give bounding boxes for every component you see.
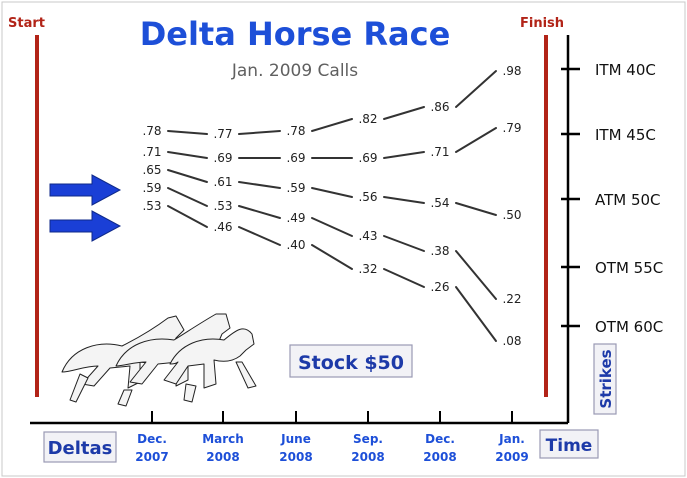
strike-label: ITM 45C xyxy=(595,126,656,144)
start-bar xyxy=(35,35,39,397)
deltas-box xyxy=(43,431,117,463)
time-label: Time xyxy=(546,436,593,456)
delta-value-label: .32 xyxy=(358,262,377,276)
strike-label: OTM 60C xyxy=(595,318,663,336)
delta-segment xyxy=(311,187,353,198)
delta-series-line: .71 .69 .69 .69 .71 .79 xyxy=(142,121,521,165)
delta-segment xyxy=(238,205,281,219)
delta-value-label: .71 xyxy=(142,145,161,159)
delta-segment xyxy=(383,268,425,288)
delta-value-label: .79 xyxy=(502,121,521,135)
delta-value-label: .82 xyxy=(358,112,377,126)
strikes-box xyxy=(593,343,617,415)
delta-series-line: .65 .61 .59 .56 .54 .50 xyxy=(142,163,521,222)
delta-value-label: .59 xyxy=(142,181,161,195)
stock-price-box xyxy=(289,344,413,378)
time-tick-month: Dec. xyxy=(425,432,455,446)
delta-value-label: .77 xyxy=(213,127,232,141)
delta-segment xyxy=(167,130,208,135)
delta-segment xyxy=(455,70,497,108)
delta-segment xyxy=(383,196,425,204)
delta-segment xyxy=(238,181,281,189)
strike-label: ITM 40C xyxy=(595,61,656,79)
delta-value-label: .43 xyxy=(358,229,377,243)
delta-value-label: .56 xyxy=(358,190,377,204)
right-arrow-icon xyxy=(49,210,122,242)
strike-ticks: ITM 40C ITM 45C ATM 50C OTM 55C OTM 60C xyxy=(561,61,663,336)
delta-value-label: .61 xyxy=(213,175,232,189)
delta-segment xyxy=(167,187,208,207)
delta-segment xyxy=(167,151,208,159)
delta-segment xyxy=(311,217,353,237)
time-tick-year: 2008 xyxy=(206,450,239,464)
delta-segment xyxy=(238,226,281,246)
start-label: Start xyxy=(8,16,45,31)
delta-value-label: .50 xyxy=(502,208,521,222)
deltas-label: Deltas xyxy=(48,438,113,459)
delta-segment xyxy=(167,205,208,228)
strikes-label: Strikes xyxy=(597,349,615,408)
time-tick-month: Dec. xyxy=(137,432,167,446)
delta-value-label: .40 xyxy=(286,238,305,252)
delta-value-label: .78 xyxy=(286,124,305,138)
finish-bar xyxy=(544,35,548,397)
delta-segment xyxy=(311,244,353,270)
time-ticks: Dec. 2007 March 2008 June 2008 Sep. 2008 Dec. 200… xyxy=(135,411,529,464)
delta-value-label: .26 xyxy=(430,280,449,294)
delta-value-label: .65 xyxy=(142,163,161,177)
delta-value-label: .53 xyxy=(213,199,232,213)
delta-segment xyxy=(311,118,353,132)
delta-value-label: .69 xyxy=(213,151,232,165)
delta-series-line: .53 .46 .40 .32 .26 .08 xyxy=(142,199,521,348)
delta-segment xyxy=(238,130,281,135)
delta-segment xyxy=(455,286,497,342)
delta-value-label: .53 xyxy=(142,199,161,213)
delta-value-label: .69 xyxy=(358,151,377,165)
delta-segment xyxy=(455,250,497,300)
delta-series-line: .78 .77 .78 .82 .86 .98 xyxy=(142,64,521,141)
delta-value-label: .69 xyxy=(286,151,305,165)
time-tick-year: 2008 xyxy=(279,450,312,464)
time-tick-year: 2008 xyxy=(351,450,384,464)
time-tick-year: 2009 xyxy=(495,450,528,464)
time-tick-month: Sep. xyxy=(353,432,383,446)
time-tick-year: 2007 xyxy=(135,450,168,464)
delta-value-label: .54 xyxy=(430,196,449,210)
finish-label: Finish xyxy=(520,16,564,31)
delta-series-line: .59 .53 .49 .43 .38 .22 xyxy=(142,181,521,306)
delta-value-label: .59 xyxy=(286,181,305,195)
page-title: Delta Horse Race xyxy=(140,15,451,53)
delta-value-label: .86 xyxy=(430,100,449,114)
time-box xyxy=(539,429,599,459)
time-tick-year: 2008 xyxy=(423,450,456,464)
delta-series: .78 .77 .78 .82 .86 .98 .71 .69 .69 .69 .71 .79 .65.… xyxy=(142,64,521,348)
delta-value-label: .71 xyxy=(430,145,449,159)
pointer-arrows xyxy=(49,174,122,242)
time-tick-month: Jan. xyxy=(498,432,525,446)
delta-value-label: .08 xyxy=(502,334,521,348)
delta-segment xyxy=(383,106,425,120)
right-arrow-icon xyxy=(49,174,122,206)
delta-value-label: .78 xyxy=(142,124,161,138)
strike-label: ATM 50C xyxy=(595,191,661,209)
delta-segment xyxy=(383,151,425,159)
delta-segment xyxy=(455,202,497,216)
horses-illustration xyxy=(61,313,257,407)
delta-segment xyxy=(383,235,425,252)
delta-value-label: .22 xyxy=(502,292,521,306)
strike-label: OTM 55C xyxy=(595,259,663,277)
delta-value-label: .46 xyxy=(213,220,232,234)
time-tick-month: June xyxy=(280,432,311,446)
delta-segment xyxy=(455,127,497,153)
delta-value-label: .98 xyxy=(502,64,521,78)
stock-price-label: Stock $50 xyxy=(298,352,404,374)
page-subtitle: Jan. 2009 Calls xyxy=(231,61,358,81)
delta-value-label: .49 xyxy=(286,211,305,225)
delta-value-label: .38 xyxy=(430,244,449,258)
time-tick-month: March xyxy=(202,432,244,446)
delta-segment xyxy=(167,169,208,183)
